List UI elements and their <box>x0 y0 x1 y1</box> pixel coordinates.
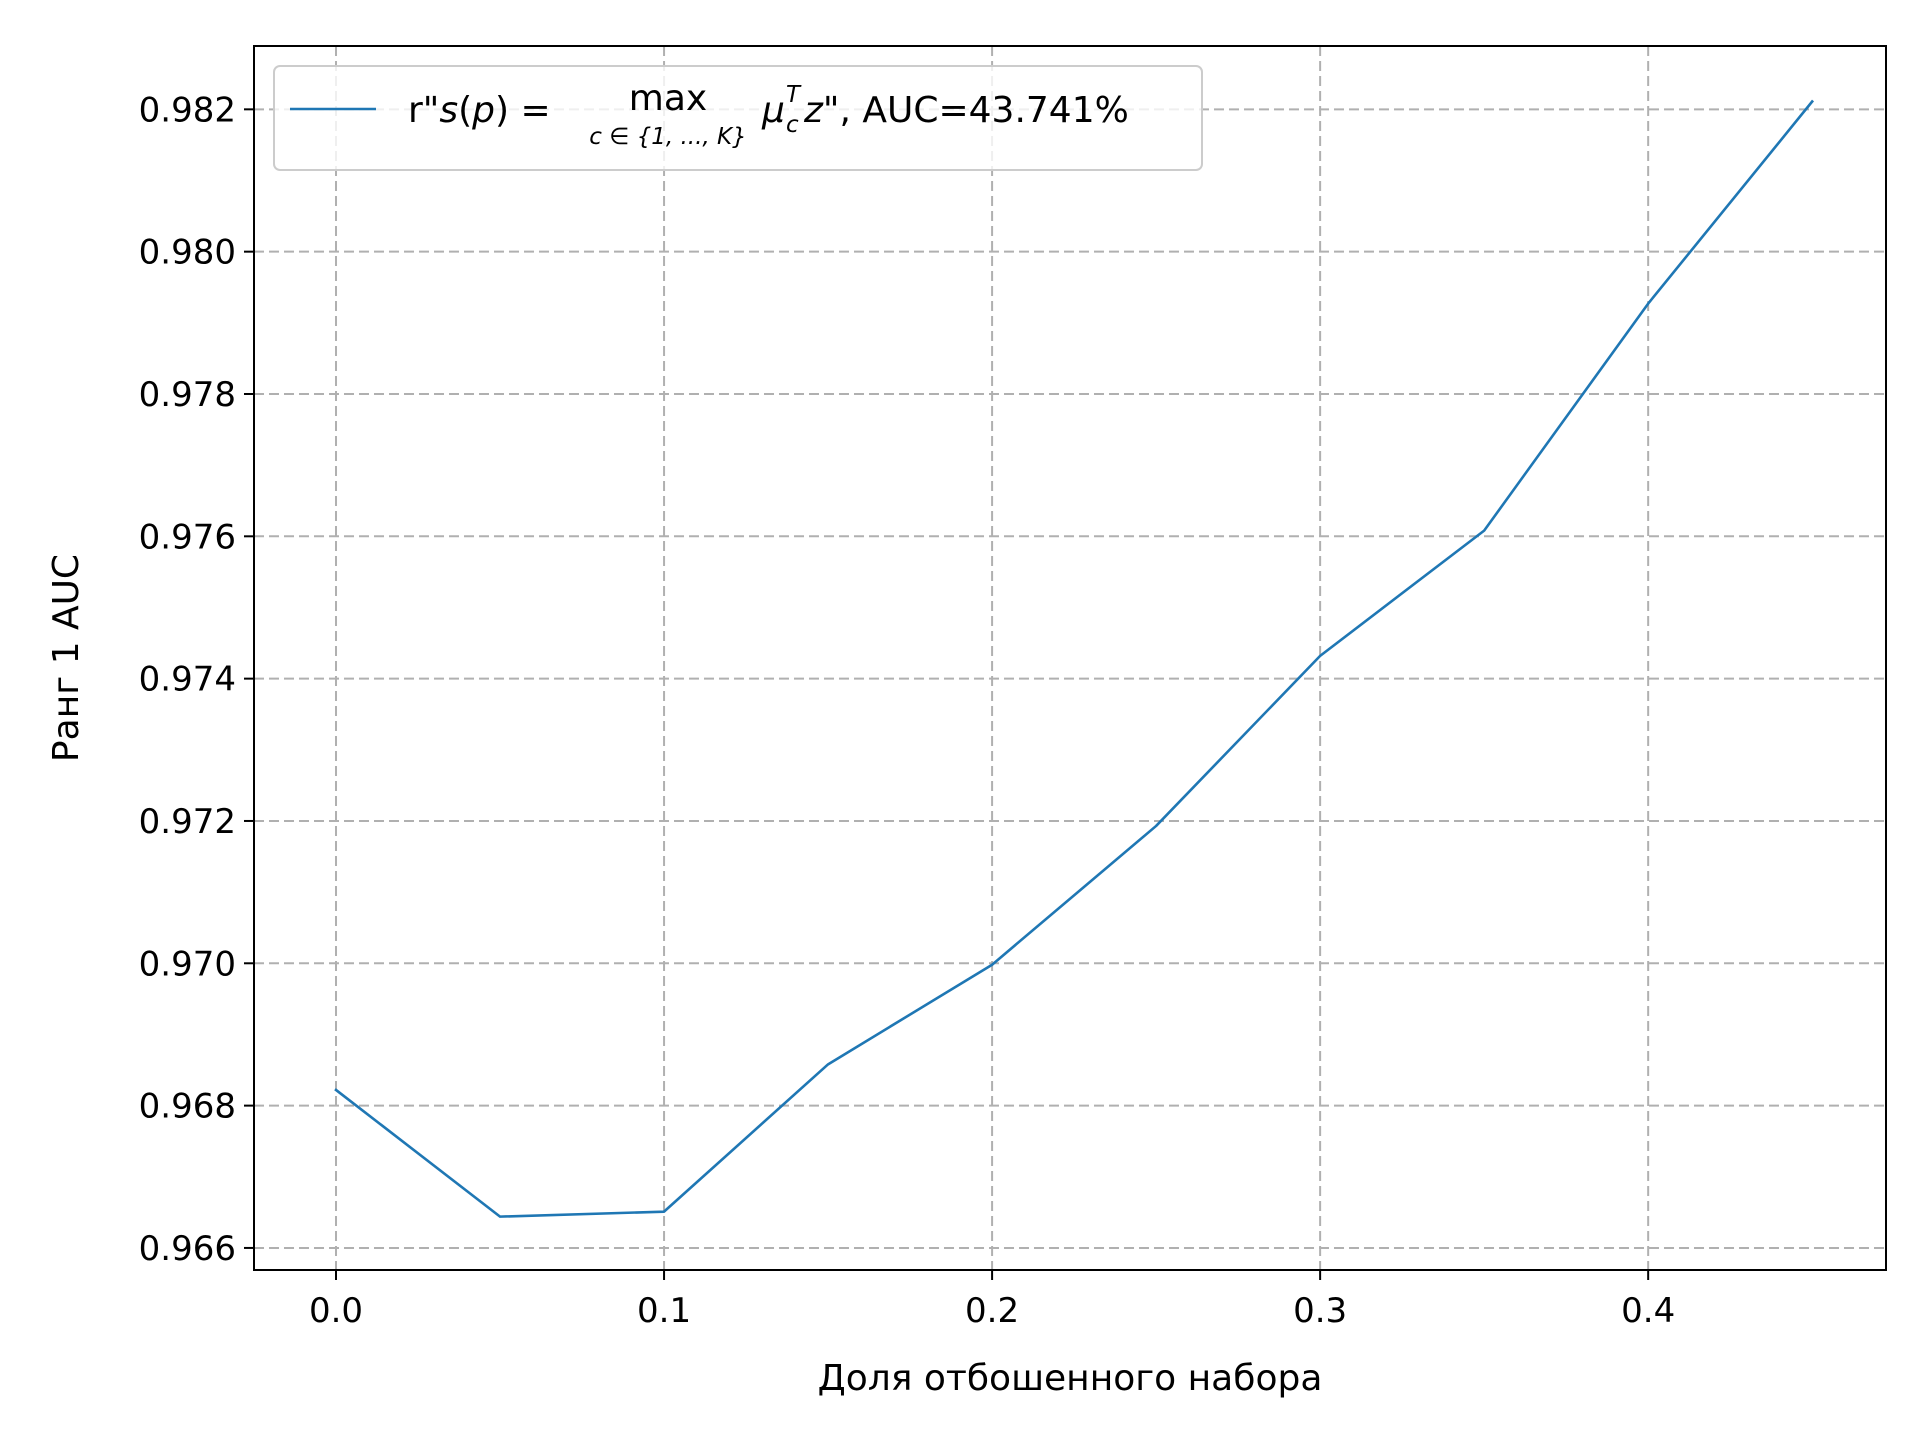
y-axis-label: Ранг 1 AUC <box>46 554 87 762</box>
legend-s: s <box>439 90 458 131</box>
legend-max-subscript: c ∈ {1, ..., K} <box>589 124 746 150</box>
y-tick-label: 0.968 <box>139 1087 236 1127</box>
legend-max-operator: max <box>629 78 707 119</box>
legend-paren-open: ( <box>458 90 472 131</box>
legend-label: r"s(p) = <box>408 90 551 131</box>
plot-area-frame <box>253 45 1887 1271</box>
y-tick-label: 0.976 <box>139 517 236 557</box>
legend-auc: ", AUC=43.741% <box>823 90 1129 131</box>
legend-prefix: r" <box>408 90 439 131</box>
y-tick-label: 0.972 <box>139 802 236 842</box>
y-tick-label: 0.978 <box>139 375 236 415</box>
y-tick-label: 0.966 <box>139 1229 236 1269</box>
x-axis-label: Доля отбошенного набора <box>818 1358 1323 1399</box>
legend-box <box>273 65 1203 171</box>
x-tick-label: 0.0 <box>309 1291 363 1331</box>
y-tick-label: 0.974 <box>139 660 236 700</box>
legend-mu-subscript: c <box>786 112 799 138</box>
grid-layer <box>254 46 1886 1270</box>
legend-paren-close: ) = <box>495 90 551 131</box>
legend-p: p <box>471 90 495 131</box>
legend: r"s(p) = max c ∈ {1, ..., K} μ T c z", A… <box>273 65 1203 171</box>
series-layer <box>334 99 1815 1218</box>
series-line <box>334 99 1815 1218</box>
legend-mu-superscript: T <box>786 82 802 108</box>
legend-mu: μ <box>761 90 785 131</box>
legend-z: z <box>803 90 824 131</box>
x-tick-label: 0.4 <box>1621 1291 1675 1331</box>
legend-suffix: z", AUC=43.741% <box>803 90 1129 131</box>
y-tick-label: 0.982 <box>139 90 236 130</box>
ticks-layer: 0.0 0.1 0.2 0.3 0.4 0.966 0.968 0.970 0.972 0.974… <box>139 90 1676 1331</box>
y-tick-label: 0.980 <box>139 233 236 273</box>
x-tick-label: 0.2 <box>965 1291 1019 1331</box>
y-tick-label: 0.970 <box>139 944 236 984</box>
x-tick-label: 0.3 <box>1293 1291 1347 1331</box>
x-tick-label: 0.1 <box>637 1291 691 1331</box>
